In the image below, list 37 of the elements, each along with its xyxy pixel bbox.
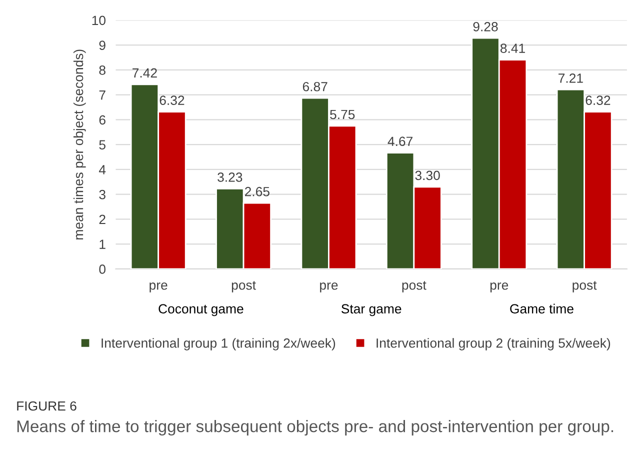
- y-tick-label: 10: [92, 16, 106, 26]
- y-tick-label: 7: [99, 90, 106, 100]
- y-tick-label: 3: [99, 190, 106, 200]
- x-tick-label: post: [572, 281, 597, 292]
- text: Means of time to trigger subsequent objects pre- and post-intervention per group.: [17, 420, 614, 436]
- text: Star game: [342, 304, 402, 316]
- text: FIGURE 6: [17, 401, 76, 411]
- text: Game time: [510, 304, 574, 314]
- y-tick-label: 2: [99, 214, 106, 224]
- legend-label: Interventional group 2 (training 5x/week): [376, 338, 610, 350]
- x-tick-label: post: [232, 281, 256, 292]
- data-label: 4.67: [388, 136, 412, 146]
- data-label: 8.41: [500, 44, 525, 53]
- y-tick-label: 5: [99, 140, 106, 150]
- data-label: 7.42: [132, 68, 157, 78]
- y-tick-label: 4: [98, 165, 106, 174]
- y-axis-title: mean times per object (seconds): [73, 50, 86, 240]
- y-tick-label: 9: [99, 40, 106, 50]
- data-label: 3.23: [218, 172, 242, 182]
- text: Coconut game: [158, 304, 244, 316]
- data-label: 5.75: [330, 110, 355, 120]
- x-tick-label: pre: [150, 282, 168, 292]
- x-tick-label: post: [402, 281, 426, 292]
- data-label: 6.32: [586, 96, 610, 105]
- y-tick-label: 0: [99, 264, 106, 274]
- legend-label: Interventional group 1 (training 2x/week): [102, 338, 336, 350]
- data-label: 7.21: [558, 73, 583, 83]
- data-label: 2.65: [244, 186, 270, 196]
- data-label: 6.87: [302, 82, 328, 92]
- data-label: 3.30: [415, 170, 440, 180]
- x-tick-label: pre: [320, 282, 338, 292]
- data-label: 9.28: [473, 22, 498, 32]
- y-tick-label: 6: [99, 115, 106, 125]
- data-label: 6.32: [160, 96, 184, 105]
- x-tick-label: pre: [490, 282, 508, 292]
- y-tick-label: 1: [100, 240, 106, 249]
- y-tick-label: 8: [99, 66, 106, 75]
